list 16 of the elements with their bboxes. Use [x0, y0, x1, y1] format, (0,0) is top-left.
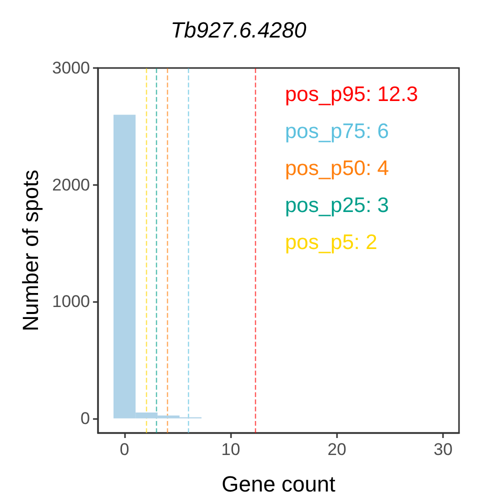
y-tick-label: 1000 [52, 292, 90, 312]
x-tick-label: 30 [434, 440, 453, 459]
x-axis-title: Gene count [222, 472, 336, 496]
ref-line-label: pos_p95: 12.3 [285, 83, 418, 106]
ref-line-label: pos_p25: 3 [285, 194, 389, 217]
ref-line-label: pos_p75: 6 [285, 120, 389, 143]
y-tick-label: 2000 [52, 175, 90, 194]
y-axis-title: Number of spots [18, 170, 43, 332]
x-tick-label: 10 [221, 440, 240, 459]
ref-line-label: pos_p50: 4 [285, 157, 390, 180]
y-tick-label: 3000 [52, 58, 90, 78]
ref-line-label: pos_p5: 2 [285, 231, 378, 254]
x-tick-label: 0 [120, 440, 130, 459]
chart-title: Tb927.6.4280 [170, 18, 308, 42]
x-tick-label: 20 [327, 440, 346, 459]
y-tick-label: 0 [80, 408, 90, 428]
